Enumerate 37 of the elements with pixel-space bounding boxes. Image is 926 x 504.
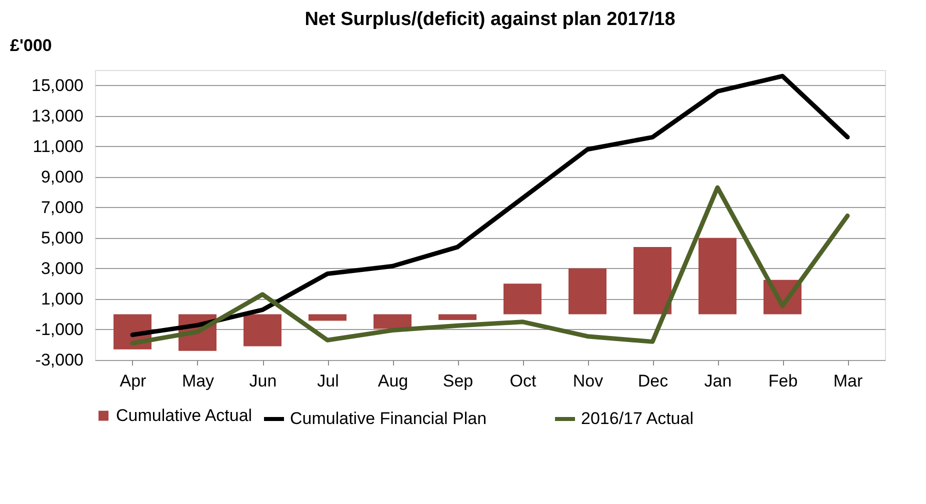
legend-label: Cumulative Actual	[116, 406, 252, 425]
y-tick-label: 13,000	[32, 106, 84, 126]
y-tick-label: -3,000	[35, 350, 84, 370]
y-axis-title: £'000	[10, 36, 52, 55]
y-tick-label: 7,000	[40, 198, 84, 217]
line-series	[130, 185, 850, 346]
x-tick-label: Apr	[120, 372, 147, 390]
x-tick-label: Sep	[442, 372, 474, 390]
y-tick-label: 5,000	[40, 228, 84, 248]
bar	[308, 314, 346, 321]
x-tick-label: Oct	[510, 372, 536, 390]
x-tick-label: Dec	[638, 372, 669, 390]
y-tick-label: -1,000	[35, 320, 84, 339]
x-tick-label: Jan	[704, 372, 732, 390]
bar	[634, 247, 672, 314]
x-tick-label: Nov	[572, 372, 604, 390]
y-tick-label: 15,000	[32, 76, 84, 95]
y-tick-label: 9,000	[40, 167, 84, 186]
x-tick-label: Jun	[249, 372, 277, 390]
legend-label: Cumulative Financial Plan	[290, 409, 487, 428]
x-tick-label: Mar	[833, 372, 863, 390]
bar	[504, 284, 542, 314]
bar	[698, 238, 736, 314]
chart-title: Net Surplus/(deficit) against plan 2017/18	[304, 9, 676, 30]
x-tick-label: May	[182, 372, 215, 390]
y-tick-label: 1,000	[40, 289, 84, 308]
bar	[374, 314, 412, 329]
x-tick-label: Aug	[378, 372, 408, 390]
bar	[438, 314, 476, 320]
legend-label: 2016/17 Actual	[581, 409, 694, 428]
bar	[244, 314, 282, 346]
y-tick-label: 3,000	[40, 258, 84, 278]
y-tick-label: 11,000	[32, 136, 84, 156]
x-tick-label: Feb	[768, 372, 798, 390]
x-tick-label: Jul	[317, 372, 339, 390]
bar	[568, 268, 606, 314]
line-series	[130, 74, 850, 338]
